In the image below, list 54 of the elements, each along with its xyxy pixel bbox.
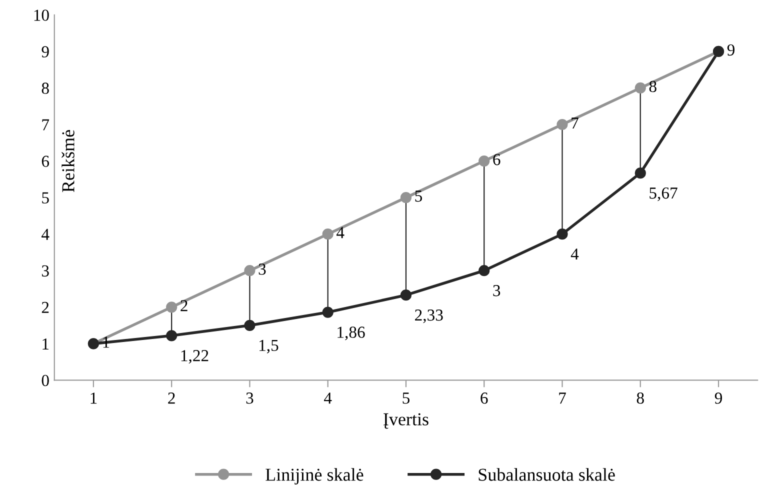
point (166, 330, 178, 342)
point (478, 265, 490, 276)
point (556, 118, 568, 130)
point (634, 82, 646, 94)
y-tick-label: 0 (42, 374, 49, 386)
point (400, 290, 412, 301)
data-label: 9 (727, 44, 734, 56)
point (634, 168, 646, 179)
y-axis-title: Reikšmė (62, 130, 74, 192)
data-label: 2,33 (415, 310, 443, 324)
point (244, 320, 256, 331)
y-tick-label: 3 (42, 265, 49, 277)
data-label: 5,67 (650, 188, 678, 202)
y-tick-label: 7 (42, 119, 50, 130)
data-label: 8 (649, 80, 656, 92)
y-tick-label: 9 (42, 46, 49, 58)
data-label: 6 (493, 154, 500, 166)
data-label: 3 (258, 264, 266, 275)
data-label: 1 (103, 336, 110, 348)
data-label: 1,22 (181, 350, 208, 364)
point (322, 228, 334, 240)
x-tick-label: 6 (480, 392, 488, 404)
x-tick-label: 9 (714, 392, 722, 404)
y-tick-label: 10 (34, 10, 49, 21)
x-tick-label: 3 (246, 392, 254, 404)
data-label: 1,86 (338, 326, 365, 340)
data-label: 1,5 (260, 340, 278, 354)
point (166, 302, 178, 313)
data-label: 2 (180, 300, 188, 312)
point (244, 265, 256, 276)
y-tick-label: 4 (42, 228, 50, 240)
data-label: 3 (493, 285, 500, 296)
data-label: 7 (572, 118, 578, 129)
point (322, 306, 334, 318)
point (556, 228, 568, 240)
y-tick-label: 5 (42, 192, 49, 204)
x-tick-label: 4 (324, 392, 332, 404)
data-label: 4 (570, 248, 579, 260)
x-tick-label: 7 (559, 392, 566, 404)
legend-label: Subalansuota skalė (478, 468, 615, 481)
x-tick-label: 8 (636, 392, 644, 404)
y-tick-label: 8 (42, 82, 49, 94)
x-tick-label: 1 (90, 392, 97, 404)
y-tick-label: 2 (42, 302, 49, 313)
x-tick-label: 5 (402, 392, 410, 404)
x-axis-title: Įvertis (384, 413, 428, 429)
x-tick-label: 2 (168, 392, 175, 404)
y-tick-label: 6 (42, 156, 50, 167)
legend-label: Linijinė skalė (266, 468, 364, 484)
data-label: 5 (415, 190, 422, 202)
data-label: 4 (336, 227, 344, 238)
point (478, 155, 490, 167)
y-tick-label: 1 (42, 338, 49, 350)
point (400, 192, 412, 204)
